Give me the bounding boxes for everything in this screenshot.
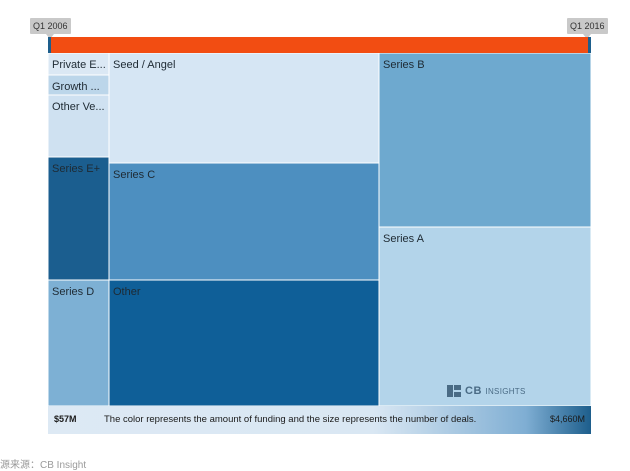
tile-series-a[interactable]: Series A [378,226,591,406]
tile-other-ve[interactable]: Other Ve... [48,94,110,158]
treemap-chart: Private E... Growth ... Other Ve... Series … [48,53,591,406]
tile-label-other: Other [113,286,141,298]
legend-max-label: $4,660M [549,414,585,424]
tile-label-series-c: Series C [113,169,155,181]
color-scale-legend: $57M The color represents the amount of … [48,406,591,434]
tile-other[interactable]: Other [108,279,380,406]
tile-rect-other[interactable] [108,279,380,406]
tile-series-e[interactable]: Series E+ [48,156,110,281]
timeline-end-tag: Q1 2016 [567,18,608,39]
tile-series-b[interactable]: Series B [378,53,591,228]
source-caption: 源来源：CB Insight [0,460,87,471]
tile-series-d[interactable]: Series D [48,279,110,406]
tile-rect-series-d[interactable] [48,279,110,406]
tile-series-c[interactable]: Series C [108,162,380,281]
tile-label-series-a: Series A [383,233,425,245]
legend-min-label: $57M [54,414,77,424]
timeline-start-handle[interactable] [48,37,51,53]
tile-label-other-ve: Other Ve... [52,101,105,113]
tile-seed-angel[interactable]: Seed / Angel [108,53,380,164]
tile-rect-series-b[interactable] [378,53,591,228]
tile-label-seed-angel: Seed / Angel [113,59,175,71]
tile-label-series-d: Series D [52,286,94,298]
cb-insights-wordmark: CB INSIGHTS [465,385,526,397]
tile-rect-series-a[interactable] [378,226,591,406]
tile-rect-series-e[interactable] [48,156,110,281]
legend-note: The color represents the amount of fundi… [104,414,477,425]
timeline-slider[interactable] [48,37,591,53]
tile-label-series-b: Series B [383,59,425,71]
cb-insights-logo: CB INSIGHTS [447,385,526,397]
timeline-start-tag: Q1 2006 [30,18,71,39]
tile-growth[interactable]: Growth ... [48,74,110,96]
tile-rect-series-c[interactable] [108,162,380,281]
tile-label-series-e: Series E+ [52,163,100,175]
tile-label-private-e: Private E... [52,59,106,71]
timeline-end-handle[interactable] [588,37,591,53]
tile-rect-other-ve[interactable] [48,94,110,158]
tile-private-e[interactable]: Private E... [48,53,110,76]
cb-insights-mark-icon [447,385,461,397]
tile-label-growth: Growth ... [52,81,100,93]
